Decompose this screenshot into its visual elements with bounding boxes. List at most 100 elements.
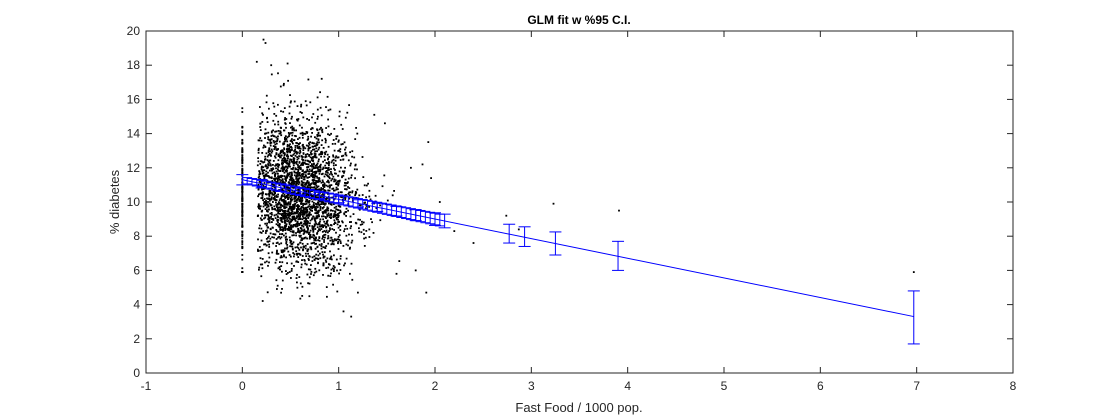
scatter-point	[307, 213, 310, 216]
scatter-point	[371, 221, 373, 224]
scatter-point	[306, 170, 309, 172]
scatter-point	[293, 255, 295, 258]
scatter-point	[272, 226, 274, 229]
scatter-point	[292, 158, 295, 161]
scatter-point	[384, 122, 386, 125]
scatter-point	[332, 216, 335, 219]
scatter-point	[302, 246, 305, 248]
scatter-point	[324, 259, 327, 262]
scatter-point	[263, 217, 265, 220]
scatter-point	[374, 194, 377, 197]
scatter-point	[274, 217, 277, 219]
scatter-point	[259, 263, 262, 266]
scatter-point	[294, 220, 297, 222]
scatter-point	[319, 207, 322, 210]
scatter-point	[326, 162, 329, 165]
scatter-point	[270, 148, 273, 151]
scatter-point	[267, 171, 269, 174]
scatter-point	[286, 140, 289, 143]
scatter-point	[316, 232, 319, 234]
scatter-point	[284, 203, 287, 206]
scatter-point	[290, 270, 293, 272]
scatter-point	[322, 224, 324, 227]
scatter-point	[272, 140, 275, 142]
scatter-point	[268, 194, 271, 196]
scatter-point	[290, 277, 292, 279]
scatter-point	[337, 218, 339, 221]
scatter-point	[316, 135, 319, 138]
scatter-point	[308, 212, 311, 215]
scatter-point	[265, 152, 268, 155]
scatter-point	[259, 208, 261, 210]
scatter-point	[279, 217, 282, 219]
scatter-point	[282, 84, 285, 87]
scatter-point	[330, 213, 333, 215]
scatter-point	[310, 273, 312, 275]
scatter-point	[241, 165, 244, 167]
scatter-point	[267, 218, 270, 220]
scatter-point	[368, 228, 371, 231]
scatter-point	[313, 154, 316, 157]
scatter-point	[308, 225, 311, 227]
scatter-point	[337, 182, 340, 185]
scatter-point	[298, 234, 301, 237]
scatter-point	[333, 180, 335, 183]
scatter-point	[282, 167, 284, 170]
scatter-point	[285, 273, 288, 275]
scatter-point	[283, 205, 286, 208]
scatter-point	[307, 135, 310, 138]
scatter-point	[349, 151, 351, 154]
scatter-point	[323, 220, 326, 223]
scatter-point	[351, 190, 354, 193]
scatter-point	[278, 212, 281, 215]
scatter-point	[351, 239, 354, 242]
scatter-point	[267, 236, 269, 239]
scatter-point	[307, 189, 310, 192]
scatter-point	[241, 199, 244, 201]
scatter-point	[265, 132, 268, 135]
scatter-point	[306, 153, 309, 155]
scatter-point	[280, 249, 283, 252]
scatter-point	[277, 221, 279, 224]
scatter-point	[277, 175, 280, 177]
scatter-point	[319, 218, 322, 221]
scatter-point	[312, 226, 315, 228]
scatter-point	[269, 139, 272, 142]
scatter-point	[300, 211, 303, 214]
scatter-point	[317, 239, 319, 242]
scatter-point	[322, 218, 324, 221]
scatter-point	[317, 188, 319, 191]
scatter-point	[283, 175, 286, 177]
scatter-point	[306, 250, 309, 252]
scatter-point	[283, 154, 286, 157]
scatter-point	[321, 179, 324, 182]
scatter-point	[285, 215, 287, 217]
scatter-point	[322, 256, 325, 259]
scatter-point	[367, 182, 369, 185]
scatter-point	[318, 158, 320, 161]
scatter-point	[308, 255, 311, 257]
scatter-point	[317, 258, 320, 260]
scatter-point	[286, 155, 288, 157]
scatter-point	[273, 141, 276, 144]
scatter-point	[279, 176, 282, 178]
scatter-point	[267, 136, 270, 138]
scatter-point	[350, 241, 353, 244]
scatter-point	[281, 261, 284, 264]
scatter-point	[269, 232, 272, 235]
scatter-point	[306, 132, 308, 134]
scatter-point	[307, 248, 309, 251]
scatter-point	[267, 252, 270, 255]
scatter-point	[391, 194, 394, 197]
scatter-point	[305, 190, 308, 193]
scatter-point	[267, 201, 269, 203]
scatter-point	[271, 168, 274, 171]
scatter-point	[317, 132, 320, 135]
scatter-point	[297, 213, 300, 215]
scatter-point	[351, 233, 353, 236]
scatter-point	[322, 246, 325, 249]
scatter-point	[365, 196, 367, 199]
scatter-point	[306, 118, 308, 120]
scatter-point	[320, 155, 322, 158]
scatter-point	[275, 201, 277, 204]
